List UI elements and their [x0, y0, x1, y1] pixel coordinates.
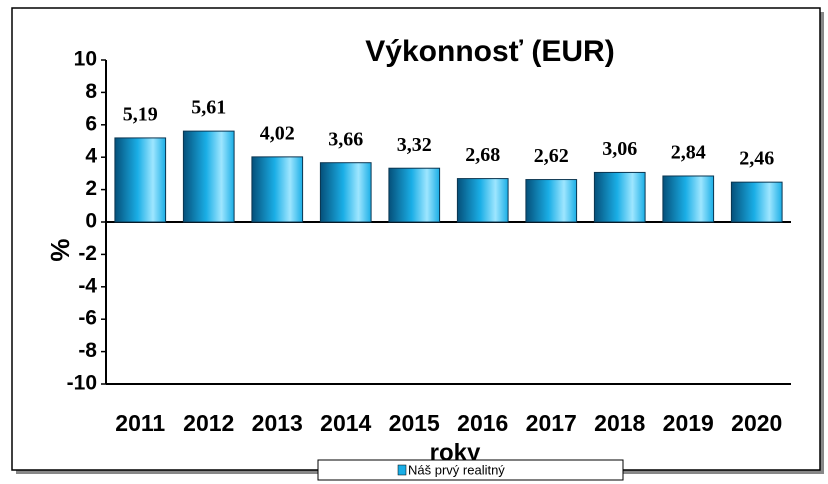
legend-box — [317, 459, 624, 481]
legend-swatch — [397, 464, 407, 476]
y-tick-label: 0 — [85, 210, 97, 233]
x-tick-label: 2020 — [731, 410, 782, 436]
x-tick-label: 2018 — [594, 410, 645, 436]
data-label: 3,06 — [602, 138, 637, 160]
bar — [388, 167, 441, 223]
y-tick-label: -10 — [67, 372, 97, 395]
bar — [114, 137, 167, 223]
x-tick-label: 2019 — [663, 410, 714, 436]
bar — [456, 178, 509, 223]
chart-title: Výkonnosť (EUR) — [365, 35, 614, 68]
y-tick-label: 4 — [85, 145, 97, 168]
data-label: 2,46 — [739, 148, 774, 170]
y-axis-label: % — [45, 238, 75, 261]
y-tick-label: 6 — [85, 112, 97, 135]
y-tick-label: -6 — [78, 307, 97, 330]
data-label: 5,61 — [191, 97, 226, 119]
y-tick-label: 2 — [85, 177, 97, 200]
y-tick-label: -2 — [78, 242, 97, 265]
x-tick-label: 2011 — [115, 410, 165, 436]
data-label: 2,62 — [534, 145, 569, 167]
data-label: 2,68 — [465, 144, 500, 166]
frame — [11, 7, 821, 471]
data-label: 2,84 — [671, 142, 706, 164]
data-label: 4,02 — [260, 122, 295, 144]
x-tick-label: 2012 — [183, 410, 234, 436]
data-label: 3,66 — [328, 128, 363, 150]
bar — [662, 175, 715, 223]
bar — [730, 181, 783, 223]
x-tick-label: 2013 — [252, 410, 303, 436]
data-label: 3,32 — [397, 134, 432, 156]
bar — [319, 162, 372, 223]
y-tick-label: 8 — [85, 80, 97, 103]
bar — [182, 130, 235, 223]
legend-label: Náš prvý realitný — [408, 462, 505, 477]
x-tick-label: 2014 — [320, 410, 371, 436]
x-tick-label: 2015 — [389, 410, 440, 436]
x-tick-label: 2017 — [526, 410, 577, 436]
bar — [593, 171, 646, 223]
data-label: 5,19 — [123, 104, 158, 126]
y-tick-label: -8 — [78, 339, 97, 362]
bar — [525, 179, 578, 223]
y-tick-label: -4 — [78, 274, 97, 297]
y-tick-label: 10 — [74, 48, 97, 71]
bar — [251, 156, 304, 223]
x-tick-label: 2016 — [457, 410, 508, 436]
